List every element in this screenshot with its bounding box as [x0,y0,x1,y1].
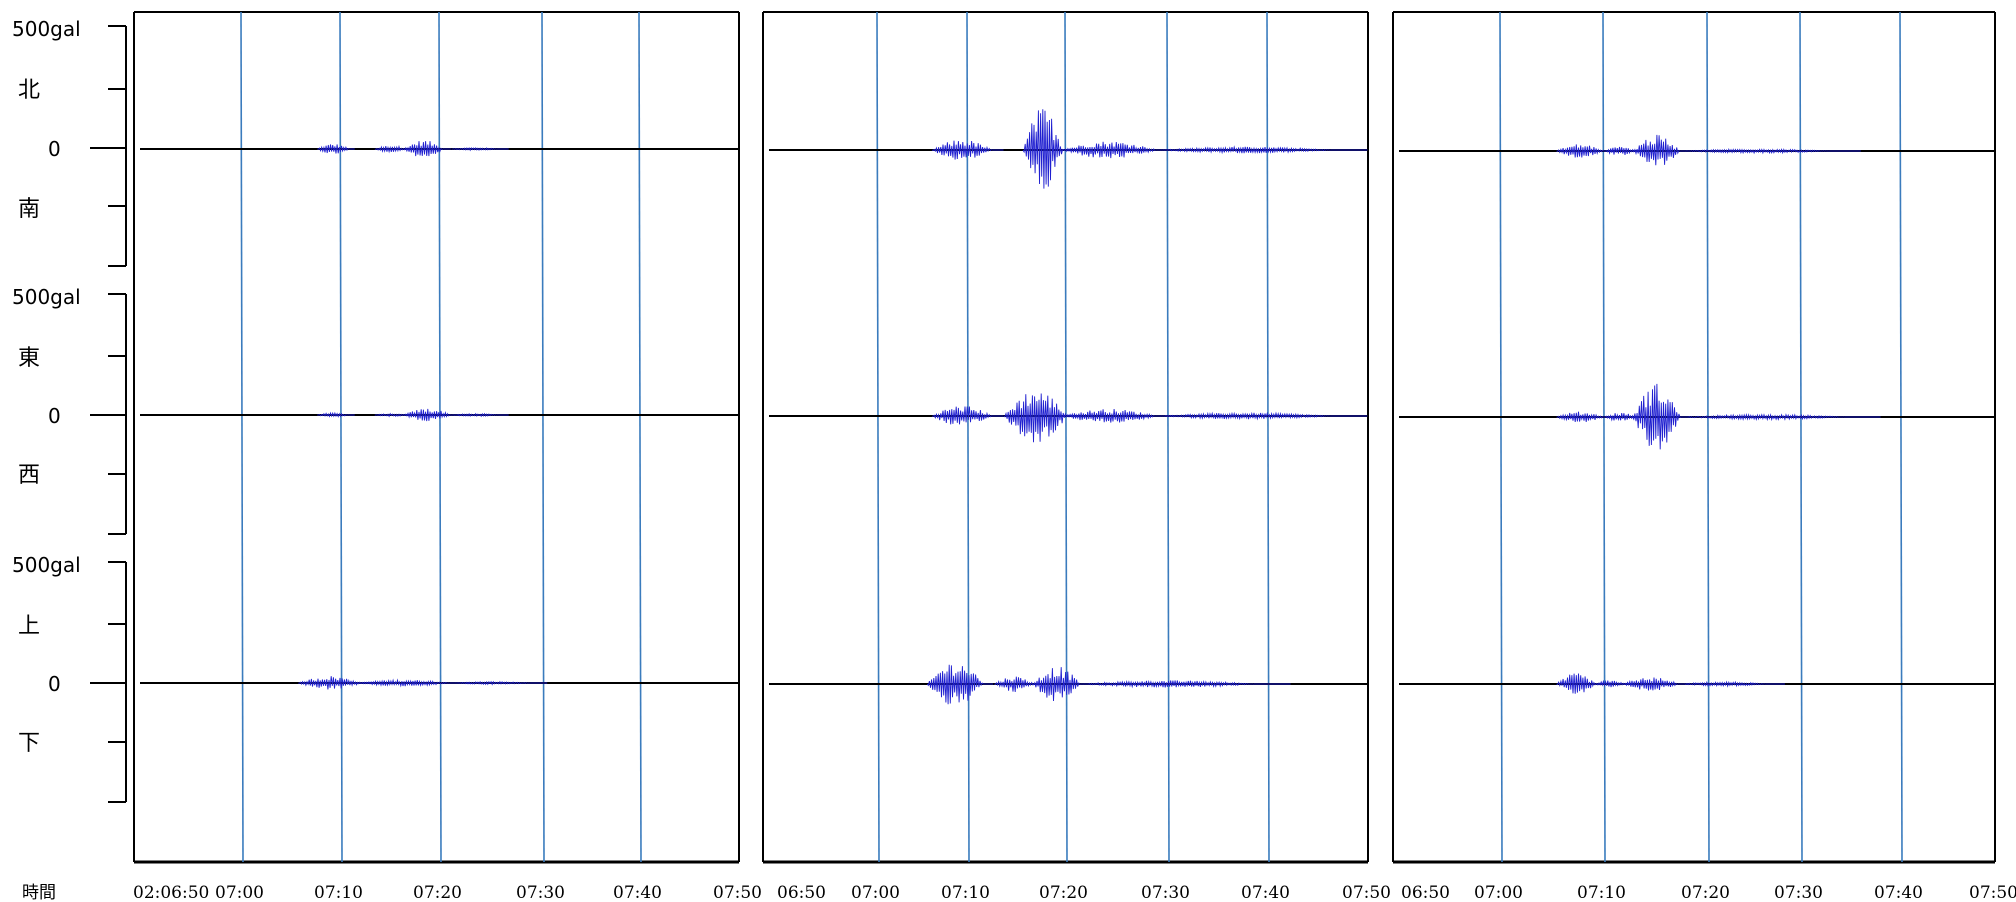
x-tick-label: 07:10 [941,883,990,902]
waveform-trace [1157,411,1368,421]
x-tick-label: 07:00 [1474,883,1523,902]
zero-label: 0 [48,137,61,161]
zero-label: 0 [48,404,61,428]
seismogram-panel-2: 06:50 07:00 07:10 07:20 07:30 07:40 07:50 [762,11,1391,902]
waveform-series [140,141,739,157]
x-tick-label: 07:10 [1577,883,1626,902]
time-gridline [240,11,244,863]
waveform-trace [1632,134,1690,166]
x-tick-label: 07:00 [851,883,900,902]
waveform-series [769,109,1368,189]
time-gridline [1602,11,1606,863]
waveform-trace [1632,383,1690,450]
x-tick-label: 07:50 [1969,883,2016,902]
x-tick-label: 06:50 [777,883,826,902]
time-gridline [638,11,642,863]
waveform-series [1399,383,1995,450]
zero-label: 0 [48,672,61,696]
waveform-series [1399,673,1995,694]
time-axis-label: 時間 [22,883,56,902]
seismogram-panels: 02:06:50 07:00 07:10 07:20 07:30 07:40 07:50 06… [133,11,2016,902]
west-label: 西 [18,463,40,488]
x-tick-label: 07:20 [1039,883,1088,902]
time-gridline [1499,11,1503,863]
waveform-trace [1080,679,1291,689]
waveform-trace [317,144,355,154]
x-tick-label: 07:30 [1141,883,1190,902]
scale-label: 500gal [12,553,81,577]
north-label: 北 [18,78,40,103]
waveform-trace [1680,413,1881,422]
waveform-trace [994,676,1042,693]
x-tick-label: 07:00 [215,883,264,902]
scale-label: 500gal [12,17,81,41]
time-gridline [1064,11,1068,863]
waveform-trace [355,678,471,688]
south-label: 南 [18,197,40,222]
time-gridline [339,11,343,863]
x-tick-label: 07:50 [1342,883,1391,902]
time-gridline [1799,11,1803,863]
waveform-trace [1061,141,1176,159]
waveform-trace [1623,677,1690,691]
waveform-series [769,664,1368,705]
scale-label: 500gal [12,285,81,309]
waveform-series [1399,134,1995,166]
x-tick-label: 07:30 [516,883,565,902]
waveform-trace [926,664,994,705]
waveform-trace [451,680,548,686]
waveform-series [140,408,739,422]
time-gridline [541,11,545,863]
waveform-trace [451,146,509,152]
waveform-trace [403,141,451,157]
down-label: 下 [18,731,40,756]
waveform-trace [1032,667,1090,702]
x-tick-label: 06:50 [1401,883,1450,902]
waveform-trace [1157,145,1368,155]
waveform-trace [403,408,461,422]
seismogram-panel-3: 06:50 07:00 07:10 07:20 07:30 07:40 07:50 [1392,11,2016,902]
waveform-series [769,393,1368,443]
seismogram-panel-1: 02:06:50 07:00 07:10 07:20 07:30 07:40 07:50 [133,11,762,902]
waveform-trace [451,412,509,418]
x-tick-label: 07:40 [1241,883,1290,902]
x-tick-label: 07:20 [413,883,462,902]
east-label: 東 [18,346,40,371]
x-tick-label: 07:40 [1874,883,1923,902]
x-tick-label: 07:30 [1774,883,1823,902]
waveform-trace [1061,408,1176,423]
waveform-trace [1680,148,1861,155]
waveform-trace [1022,109,1071,189]
waveform-trace [931,406,1004,425]
waveform-trace [1003,393,1080,443]
x-tick-label: 02:06:50 [133,883,209,902]
up-label: 上 [18,614,40,639]
time-gridline [1706,11,1710,863]
time-gridline [438,11,442,863]
time-gridline [876,11,880,863]
amplitude-axis: 500gal 北 0 南 500gal 東 0 西 500gal 上 0 下 時… [12,17,127,902]
time-gridline [1266,11,1270,863]
time-gridline [966,11,970,863]
waveform-trace [317,411,355,418]
x-tick-label: 07:50 [713,883,762,902]
x-tick-label: 07:20 [1681,883,1730,902]
waveform-trace [931,140,1004,160]
time-gridline [1166,11,1170,863]
x-tick-label: 07:40 [613,883,662,902]
time-gridline [1899,11,1903,863]
x-tick-label: 07:10 [314,883,363,902]
waveform-trace [1680,680,1785,688]
waveform-series [140,676,739,690]
